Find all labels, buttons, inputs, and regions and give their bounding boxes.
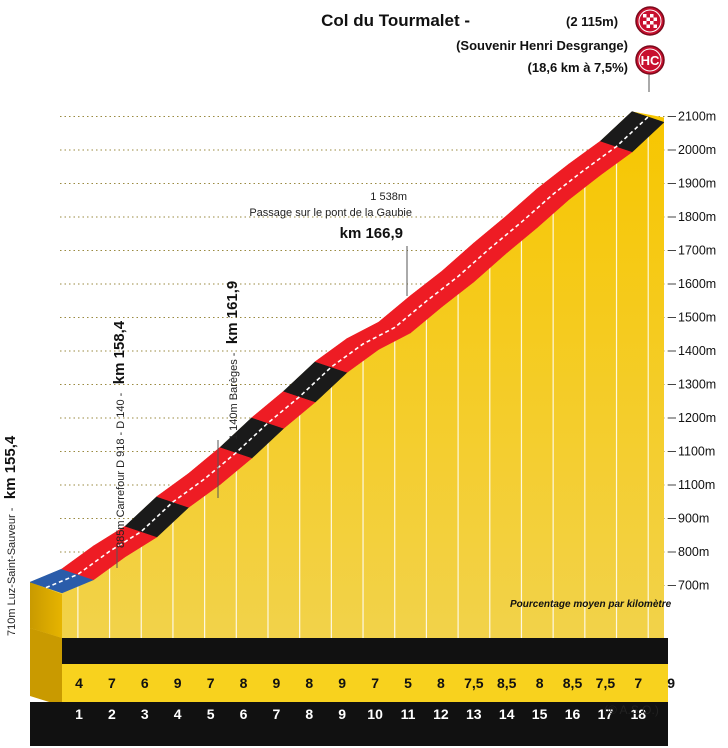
- km-label: 2: [108, 706, 116, 722]
- gradient-label: 9: [273, 675, 281, 691]
- gradient-strip-side: [30, 628, 62, 706]
- road-centerline: [45, 116, 649, 589]
- km-label: 3: [141, 706, 149, 722]
- waypoint-gaubie-label: Passage sur le pont de la Gaubie: [249, 207, 412, 219]
- km-label: 8: [305, 706, 313, 722]
- waypoint-carrefour-label: 885m Carrefour D 918 - D 140 -: [115, 392, 127, 548]
- climb-info: (18,6 km à 7,5%): [528, 60, 628, 75]
- top-dark-band: [62, 638, 668, 664]
- waypoint-bareges-label: 1 140m Barèges -: [228, 352, 240, 440]
- gradient-labels: 4 7 6 9 7 8 9 8 9 7 5 8 7,5 8,5 8 8,5 7,5 7 9: [75, 675, 675, 691]
- y-tick-label: 2100m: [678, 110, 716, 124]
- km-label: 7: [273, 706, 281, 722]
- y-tick-label: 2000m: [678, 143, 716, 157]
- svg-text:885m Carrefour D 918 - D 140 -: 885m Carrefour D 918 - D 140 - km 158,4: [111, 320, 128, 548]
- gradient-label: 8: [240, 675, 248, 691]
- gradient-label: 7: [634, 675, 642, 691]
- y-tick-label: 900m: [678, 512, 709, 526]
- km-label: 5: [207, 706, 215, 722]
- gradient-label: 7: [108, 675, 116, 691]
- waypoint-gaubie-km: km 166,9: [340, 225, 403, 242]
- summit-altitude: (2 115m): [566, 14, 618, 29]
- svg-text:1 140m Barèges - km 161,: 1 140m Barèges - km 161,9: [224, 281, 241, 440]
- waypoint-carrefour: 885m Carrefour D 918 - D 140 - km 158,4: [111, 320, 128, 548]
- gradient-label: 8: [305, 675, 313, 691]
- km-label: 13: [466, 706, 482, 722]
- waypoint-carrefour-km: km 158,4: [111, 320, 128, 384]
- waypoint-luz: 710m Luz-Saint-Sauveur - km 155,4: [2, 435, 19, 636]
- altitude-axis: 700m 800m 900m 1100m 1100m 1200m 1300m 1400m 150…: [668, 110, 716, 593]
- gradient-label: 5: [404, 675, 412, 691]
- gradient-label: 9: [338, 675, 346, 691]
- waypoint-bareges: 1 140m Barèges - km 161,9: [224, 281, 241, 440]
- waypoint-gaubie-altitude: 1 538m: [370, 191, 407, 203]
- gradient-label: 7,5: [596, 675, 616, 691]
- gradient-label: 8,5: [563, 675, 583, 691]
- gradient-label: 6: [141, 675, 149, 691]
- mountain-side: [30, 582, 62, 638]
- gradient-band: [29, 111, 665, 594]
- y-tick-label: 1600m: [678, 277, 716, 291]
- waypoint-gaubie: 1 538m Passage sur le pont de la Gaubie …: [249, 191, 412, 242]
- gradient-label: 8: [536, 675, 544, 691]
- y-tick-label: 1300m: [678, 378, 716, 392]
- y-tick-label: 700m: [678, 579, 709, 593]
- category-badge-label: HC: [641, 53, 660, 68]
- km-labels: 1 2 3 4 5 6 7 8 9 10 11 12 13 14 15 16 17 18: [75, 706, 646, 722]
- km-label: 9: [338, 706, 346, 722]
- km-label: 4: [174, 706, 182, 722]
- waypoint-bareges-km: km 161,9: [224, 281, 241, 344]
- km-label: 15: [532, 706, 548, 722]
- waypoint-luz-km: km 155,4: [2, 435, 19, 499]
- y-tick-label: 1700m: [678, 244, 716, 258]
- gradient-label: 7: [371, 675, 379, 691]
- y-tick-label: 1400m: [678, 344, 716, 358]
- gradient-label: 4: [75, 675, 83, 691]
- copyright-credit: (© A.S.O.): [604, 703, 659, 717]
- km-strip: [30, 702, 668, 746]
- chart-subtitle: (Souvenir Henri Desgrange): [456, 38, 628, 53]
- svg-text:710m Luz-Saint-Sauveur -: 710m Luz-Saint-Sauveur - km 155,4: [2, 435, 19, 636]
- gradient-label: 8: [437, 675, 445, 691]
- km-label: 12: [433, 706, 449, 722]
- km-label: 17: [598, 706, 614, 722]
- waypoint-luz-label: 710m Luz-Saint-Sauveur -: [6, 507, 18, 636]
- y-tick-label: 1100m: [678, 478, 715, 492]
- y-tick-label: 1500m: [678, 311, 716, 325]
- gradient-label: 7: [207, 675, 215, 691]
- km-label: 11: [401, 706, 416, 722]
- y-tick-label: 800m: [678, 545, 709, 559]
- chart-title: Col du Tourmalet -: [321, 11, 470, 30]
- y-tick-label: 1100m: [678, 445, 715, 459]
- km-label: 16: [565, 706, 581, 722]
- gradient-label: 7,5: [464, 675, 484, 691]
- y-tick-label: 1200m: [678, 411, 716, 425]
- km-label: 14: [499, 706, 515, 722]
- km-dividers: [77, 122, 649, 638]
- km-label: 1: [75, 706, 83, 722]
- y-tick-label: 1900m: [678, 177, 716, 191]
- gradient-label: 9: [667, 675, 675, 691]
- km-label: 6: [240, 706, 248, 722]
- km-label: 10: [367, 706, 383, 722]
- checkered-flag-icon: [635, 6, 665, 36]
- category-badge: HC: [635, 45, 665, 75]
- gradient-label: 8,5: [497, 675, 517, 691]
- gradient-label: 9: [174, 675, 182, 691]
- base-strip: [30, 628, 668, 746]
- y-tick-label: 1800m: [678, 210, 716, 224]
- legend-label: Pourcentage moyen par kilomètre: [510, 599, 672, 610]
- km-label: 18: [631, 706, 647, 722]
